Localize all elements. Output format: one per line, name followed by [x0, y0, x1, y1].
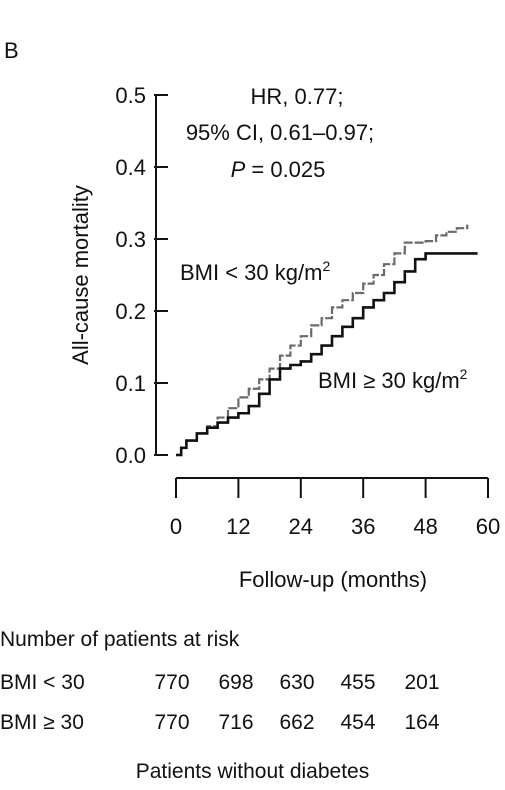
p-value-annotation: P = 0.025: [231, 157, 326, 182]
y-axis-label: All-cause mortality: [68, 185, 93, 365]
series-label-superscript: 2: [460, 366, 468, 382]
y-tick-label: 0.1: [115, 371, 146, 396]
risk-value: 698: [218, 671, 254, 694]
risk-table-title: Number of patients at risk: [0, 628, 240, 651]
x-axis-label: Follow-up (months): [239, 567, 427, 592]
risk-value: 630: [279, 671, 315, 694]
series-bmi-ge-30-line: [176, 252, 478, 457]
risk-value: 201: [404, 671, 440, 694]
x-tick-label: 0: [170, 514, 182, 539]
x-tick-label: 48: [413, 514, 437, 539]
risk-row-label: BMI < 30: [0, 671, 85, 694]
panel-label: B: [4, 38, 19, 63]
series-layer: [176, 224, 478, 457]
chart-labels: HR, 0.77; 95% CI, 0.61–0.97; P = 0.025 BMI …: [180, 84, 468, 393]
y-tick-label: 0.4: [115, 155, 146, 180]
series-label-bmi-ge-30: BMI ≥ 30 kg/m2: [318, 366, 468, 393]
risk-value: 455: [340, 671, 376, 694]
series-label-text: BMI ≥ 30 kg/m: [318, 368, 460, 393]
hr-annotation: HR, 0.77;: [251, 84, 344, 109]
x-tick-label: 24: [289, 514, 313, 539]
axes: 0.0 0.1 0.2 0.3 0.4 0.5 0 12 24 36 48 60 Follow-up (…: [68, 83, 500, 592]
risk-row-label: BMI ≥ 30: [0, 711, 84, 734]
risk-value: 716: [218, 711, 254, 734]
km-chart: 0.0 0.1 0.2 0.3 0.4 0.5 0 12 24 36 48 60 Follow-up (…: [68, 83, 500, 592]
x-tick-label: 60: [476, 514, 500, 539]
y-tick-label: 0.5: [115, 83, 146, 108]
x-tick-label: 36: [351, 514, 375, 539]
series-label-superscript: 2: [322, 258, 330, 274]
series-label-bmi-lt-30: BMI < 30 kg/m2: [180, 258, 330, 285]
series-label-text: BMI < 30 kg/m: [180, 260, 322, 285]
y-tick-label: 0.0: [115, 443, 146, 468]
risk-value: 164: [404, 711, 440, 734]
ci-annotation: 95% CI, 0.61–0.97;: [186, 120, 374, 145]
risk-value: 770: [154, 671, 190, 694]
risk-value: 454: [340, 711, 376, 734]
p-value: = 0.025: [245, 157, 325, 182]
x-tick-label: 12: [226, 514, 250, 539]
p-symbol: P: [231, 157, 246, 182]
risk-value: 662: [279, 711, 315, 734]
risk-value: 770: [154, 711, 190, 734]
y-tick-label: 0.3: [115, 227, 146, 252]
y-tick-label: 0.2: [115, 299, 146, 324]
figure-caption: Patients without diabetes: [135, 760, 370, 783]
